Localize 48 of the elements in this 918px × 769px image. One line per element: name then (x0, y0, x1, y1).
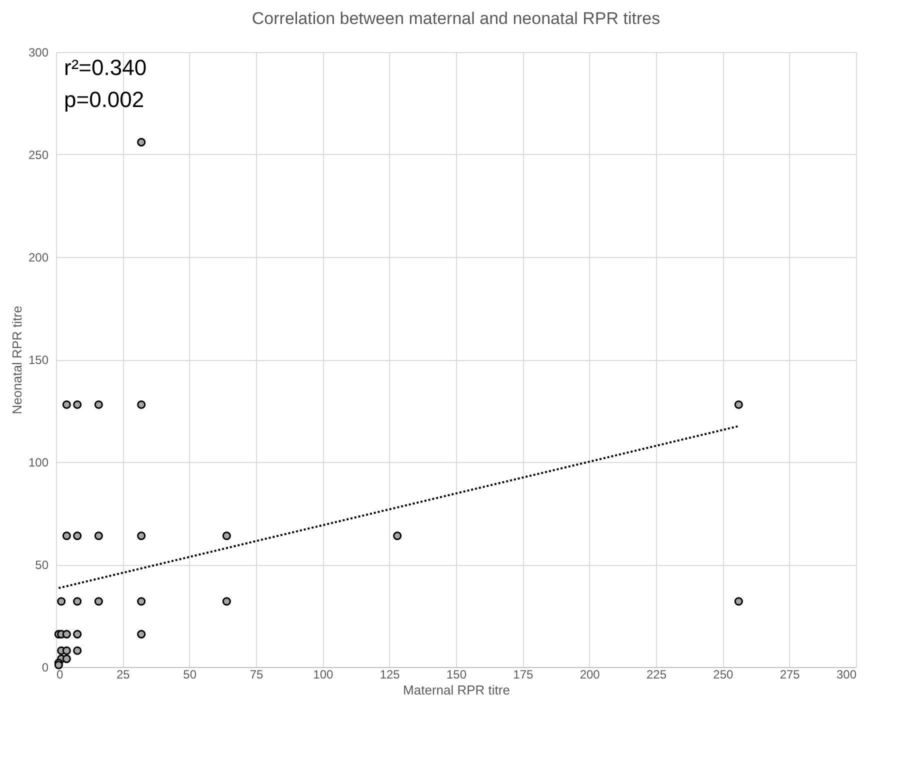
point (73, 532, 82, 540)
x-tick-label: 225 (646, 668, 667, 682)
x-tick-label: 175 (513, 668, 534, 682)
point (137, 532, 146, 540)
point (137, 630, 146, 638)
point (94, 400, 103, 409)
point (62, 654, 71, 664)
x-tick-label: 200 (580, 668, 600, 682)
point (73, 597, 82, 606)
point (62, 630, 71, 638)
point (222, 532, 231, 540)
x-tick-label: 75 (250, 668, 264, 682)
y-tick-label: 250 (28, 148, 49, 162)
y-tick-label: 200 (28, 250, 49, 264)
point (73, 646, 82, 655)
point (137, 400, 146, 409)
point (62, 532, 71, 540)
y-tick-label: 300 (28, 46, 49, 60)
chart-title: Correlation between maternal and neonatal RPR titres (252, 9, 660, 28)
x-tick-label: 0 (56, 668, 64, 682)
point (734, 400, 743, 409)
point (62, 400, 71, 409)
x-tick-label: 275 (780, 668, 800, 682)
x-tick-label: 25 (116, 668, 130, 682)
y-tick-label: 150 (28, 353, 49, 367)
point (62, 646, 71, 655)
x-tick-label: 100 (313, 668, 334, 682)
point (393, 532, 402, 540)
point (222, 597, 231, 606)
point (137, 138, 146, 146)
y-tick-label: 50 (35, 558, 49, 572)
y-tick-label: 100 (28, 456, 49, 470)
x-axis-title: Maternal RPR titre (403, 682, 510, 698)
point (94, 597, 103, 606)
point (94, 532, 103, 540)
point (73, 630, 82, 638)
x-tick-label: 150 (446, 668, 467, 682)
x-tick-label: 50 (183, 668, 197, 682)
annotation: p=0.002 (64, 87, 144, 112)
annotation: r²=0.340 (64, 55, 147, 80)
point (734, 597, 743, 606)
point (73, 400, 82, 409)
point (57, 597, 66, 606)
x-tick-label: 125 (380, 668, 400, 682)
x-tick-label: 300 (836, 668, 857, 682)
point (137, 597, 146, 606)
x-tick-label: 250 (713, 668, 734, 682)
y-axis-title: Neonatal RPR titre (9, 306, 24, 414)
